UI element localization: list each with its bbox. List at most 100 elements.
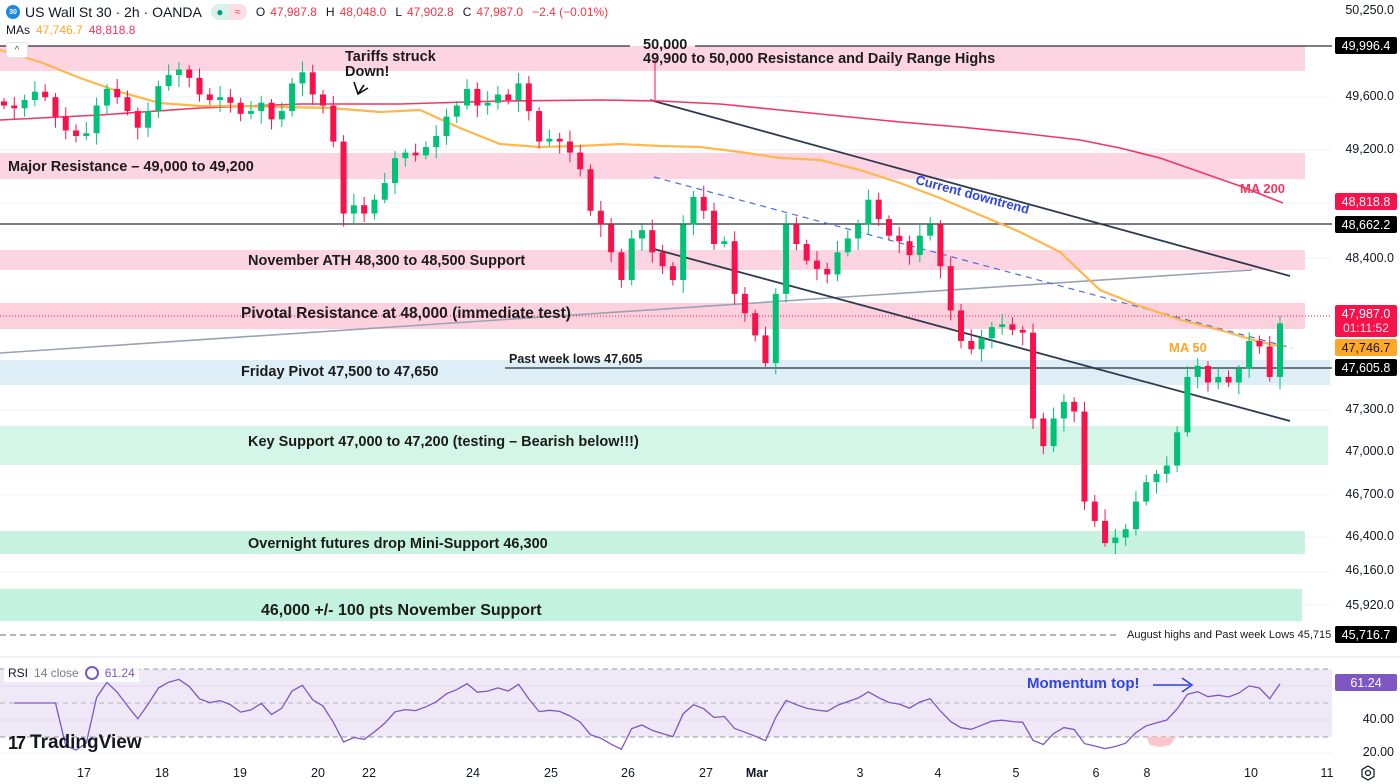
candle: [402, 152, 409, 159]
candle: [968, 340, 975, 350]
candle: [1215, 376, 1222, 383]
candle: [1225, 376, 1232, 383]
zone-48000: [0, 303, 1305, 329]
rsi-label: RSI: [8, 666, 29, 680]
candle: [741, 293, 748, 314]
candle: [813, 260, 820, 269]
level-lines: [0, 45, 1332, 636]
rsi-legend[interactable]: RSI 14 close 61.24: [4, 664, 139, 682]
candle: [803, 244, 810, 261]
candle: [649, 230, 656, 253]
candle: [247, 111, 254, 114]
price-axis-label: 45,920.0: [1345, 598, 1394, 612]
candle: [31, 91, 38, 100]
candle: [793, 224, 800, 244]
zone-label-46300: Overnight futures drop Mini-Support 46,3…: [248, 536, 548, 552]
change-value: −2.4 (−0.01%): [532, 5, 609, 19]
candle: [927, 224, 934, 236]
candle: [165, 75, 172, 87]
bar-countdown: 01:11:52: [1343, 321, 1389, 335]
candle: [834, 252, 841, 275]
rsi-refresh-icon[interactable]: [84, 666, 99, 680]
tariffs-annotation-line1: Tariffs struck: [345, 49, 436, 65]
candle: [258, 102, 265, 112]
candle: [21, 100, 28, 109]
candle: [124, 97, 131, 112]
ma50-price-tag: 47,746.7: [1335, 339, 1397, 356]
level-48662-price-tag: 48,662.2: [1335, 216, 1397, 233]
time-axis-label: 24: [466, 766, 480, 780]
time-axis-label: 3: [856, 766, 864, 780]
candle: [1019, 329, 1026, 333]
candle: [947, 266, 954, 311]
zone-label-49000-49200: Major Resistance – 49,000 to 49,200: [8, 159, 254, 175]
candle: [999, 324, 1006, 328]
zone-label-48000: Pivotal Resistance at 48,000 (immediate …: [241, 305, 571, 322]
candle: [361, 205, 368, 214]
candle: [350, 205, 357, 214]
candle: [484, 102, 491, 106]
candle: [83, 133, 90, 136]
candle: [628, 238, 635, 280]
candle: [1040, 418, 1047, 447]
august-high-price-tag: 45,716.7: [1335, 626, 1397, 643]
tradingview-logo[interactable]: 17 TradingView: [8, 732, 142, 754]
rsi-value: 61.24: [104, 666, 135, 680]
candle: [494, 94, 501, 103]
candle: [906, 241, 913, 256]
price-axis-label: 47,300.0: [1345, 402, 1394, 416]
axis-settings-icon[interactable]: [1361, 765, 1375, 781]
collapse-legend-button[interactable]: ^: [6, 42, 28, 58]
candle: [289, 83, 296, 112]
rsi-pane: [0, 656, 1400, 754]
low-label: L: [395, 5, 402, 19]
symbol-title[interactable]: US Wall St 30 · 2h · OANDA: [25, 4, 202, 20]
candle: [155, 86, 162, 112]
candle: [978, 338, 985, 350]
candle: [1, 101, 7, 106]
candle: [464, 88, 471, 106]
candle: [515, 83, 522, 100]
candle: [916, 235, 923, 256]
candle: [1009, 324, 1016, 330]
ma-legend[interactable]: MAs 47,746.7 48,818.8: [6, 23, 135, 37]
candle: [1091, 501, 1098, 521]
ma50-line: [0, 48, 1285, 349]
time-axis-label: 22: [362, 766, 376, 780]
ma200-label: MA 200: [1240, 181, 1286, 196]
candlesticks: [1, 61, 1283, 555]
candle: [824, 268, 831, 275]
time-axis-label: 26: [621, 766, 635, 780]
candle: [299, 72, 306, 84]
close-value: 47,987.0: [476, 5, 524, 19]
candle: [217, 97, 224, 100]
past-week-lows-label: Past week lows 47,605: [509, 352, 643, 366]
candle: [443, 116, 450, 136]
candle: [885, 219, 892, 236]
symbol-legend[interactable]: 30 US Wall St 30 · 2h · OANDA ● ≈ O 47,98…: [6, 3, 612, 21]
time-axis-label: 18: [155, 766, 169, 780]
market-status-pill[interactable]: ● ≈: [210, 4, 247, 20]
candle: [680, 224, 687, 280]
price-axis-label: 46,400.0: [1345, 529, 1394, 543]
candle: [1174, 432, 1181, 466]
price-axis-label: 49,200.0: [1345, 142, 1394, 156]
candle: [278, 111, 285, 120]
candle: [772, 293, 779, 364]
mid-channel-dashed-line: [653, 176, 1293, 349]
candle: [62, 116, 69, 131]
ma200-line: [0, 99, 1284, 204]
downtrend-lower-line: [653, 248, 1291, 422]
candle: [721, 241, 728, 244]
level-50000-price-tag: 49,996.4: [1335, 37, 1397, 54]
high-label: H: [325, 5, 335, 19]
candle: [505, 94, 512, 100]
candle: [958, 310, 964, 341]
candle: [1194, 365, 1201, 377]
tariffs-arrow-icon: [353, 81, 369, 96]
candle: [1235, 368, 1242, 383]
candle: [309, 72, 316, 95]
candle: [134, 111, 141, 128]
